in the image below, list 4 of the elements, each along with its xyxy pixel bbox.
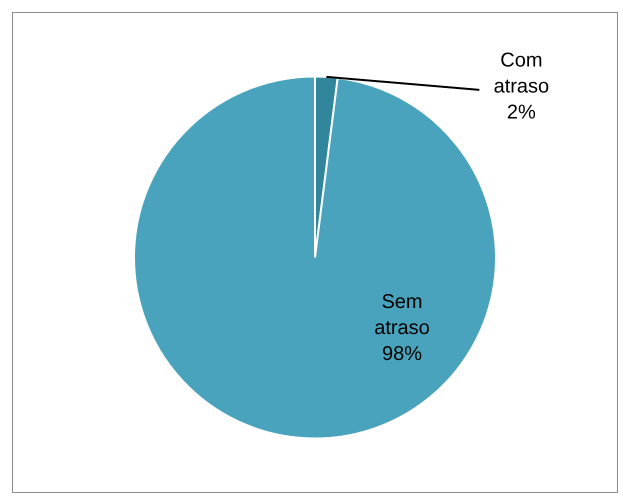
data-label: 2% — [506, 101, 536, 124]
data-label: 98% — [382, 342, 422, 365]
slice-label: Sem atraso — [374, 290, 430, 339]
slice-label: Com atraso — [494, 49, 550, 98]
